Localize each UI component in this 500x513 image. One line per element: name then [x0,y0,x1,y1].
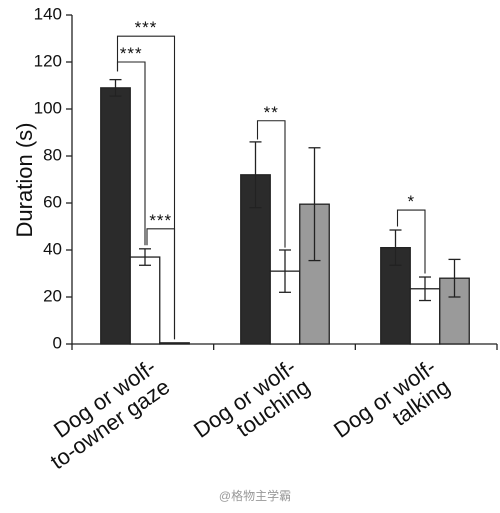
error-bar [389,229,402,266]
bar [159,342,190,345]
y-tick-label: 100 [34,98,62,117]
y-tick-label: 140 [34,4,62,23]
watermark: @格物主学霸 [219,488,291,503]
significance-label: *** [120,44,143,63]
significance-bracket [146,228,176,340]
bar [439,277,470,345]
error-bar [308,147,321,262]
error-bar [448,258,461,298]
x-tick-label: Dog or wolf-talking [329,354,454,462]
error-bar [249,141,262,209]
significance-bracket [396,209,426,274]
bar [100,87,131,345]
x-tick-label: Dog or wolf-to-owner gaze [32,354,174,474]
x-tick-label: Dog or wolf-touching [189,354,314,462]
significance-bracket [116,35,176,340]
significance-label: *** [135,18,158,37]
error-bar [109,78,122,97]
error-bar [279,249,291,293]
y-tick-label: 0 [53,333,62,352]
y-tick-label: 80 [43,145,62,164]
y-axis-label: Duration (s) [12,123,37,238]
significance-bracket [116,61,146,246]
significance-label: * [407,192,415,211]
significance-label: *** [149,211,172,230]
bar [129,256,161,345]
significance-label: ** [264,103,279,122]
y-tick-label: 120 [34,51,62,70]
y-tick-label: 20 [43,286,62,305]
significance-bracket [256,120,286,248]
error-bar [139,248,151,266]
y-tick-label: 40 [43,239,62,258]
error-bar [419,276,431,302]
y-tick-label: 60 [43,192,62,211]
